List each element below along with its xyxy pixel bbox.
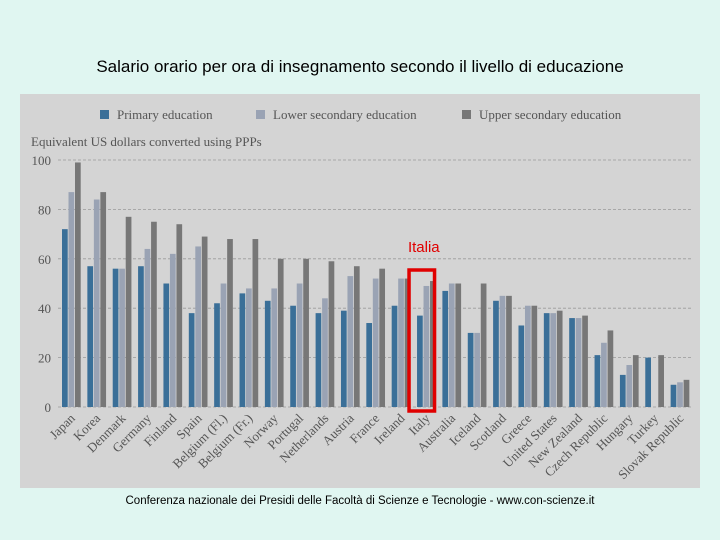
y-tick-label: 80	[38, 202, 51, 217]
bar	[195, 246, 201, 407]
bar	[607, 330, 614, 407]
bar	[398, 278, 404, 407]
bar	[467, 332, 474, 407]
bar-chart: Primary education Lower secondary educati…	[31, 107, 692, 482]
bar	[550, 313, 557, 407]
bar	[391, 305, 398, 407]
bar	[372, 278, 379, 407]
y-tick-label: 40	[38, 301, 51, 316]
bar	[93, 199, 100, 407]
y-tick-label: 20	[38, 351, 51, 366]
bars	[62, 162, 690, 407]
bar	[670, 384, 677, 407]
bar	[474, 332, 480, 407]
bar	[214, 303, 220, 407]
bar	[506, 295, 512, 407]
bar	[315, 313, 322, 407]
bar	[252, 239, 259, 407]
bar	[328, 261, 335, 407]
bar	[601, 342, 607, 407]
highlight-box	[407, 268, 437, 413]
bar	[220, 283, 227, 407]
y-tick-label: 100	[32, 153, 52, 168]
bar	[658, 355, 664, 407]
legend-swatch	[256, 110, 265, 119]
bar	[163, 283, 170, 407]
bar	[151, 221, 157, 407]
bar	[556, 310, 563, 407]
bar	[201, 236, 208, 407]
bar	[683, 379, 690, 407]
bar	[531, 305, 538, 407]
bar	[322, 298, 328, 407]
bar	[62, 229, 68, 407]
chart-panel: Primary education Lower secondary educati…	[20, 94, 700, 488]
bar	[227, 239, 233, 407]
bar	[264, 300, 271, 407]
bar	[619, 374, 626, 407]
bar	[645, 357, 651, 407]
chart-legend: Primary education Lower secondary educati…	[100, 107, 622, 122]
bar	[277, 258, 284, 407]
bar	[303, 258, 309, 407]
bar	[626, 365, 633, 407]
bar	[423, 285, 430, 407]
legend-label: Lower secondary education	[273, 107, 417, 122]
legend-swatch	[462, 110, 471, 119]
bar	[119, 268, 125, 407]
bar	[75, 162, 81, 407]
bar	[582, 315, 588, 407]
bar	[353, 266, 360, 407]
bar	[290, 305, 296, 407]
bar	[524, 305, 531, 407]
bar	[296, 283, 303, 407]
y-axis-label: Equivalent US dollars converted using PP…	[31, 134, 262, 149]
bar	[379, 268, 386, 407]
bar	[246, 288, 252, 407]
bar	[347, 276, 354, 407]
bar	[493, 300, 499, 407]
bar	[68, 192, 75, 407]
bar	[455, 283, 462, 407]
bar	[448, 283, 455, 407]
legend-label: Primary education	[117, 107, 213, 122]
bar	[518, 325, 525, 407]
bar	[169, 253, 176, 407]
bar	[569, 318, 575, 407]
legend-label: Upper secondary education	[479, 107, 622, 122]
y-tick-label: 60	[38, 252, 51, 267]
bar	[366, 323, 373, 407]
bar	[499, 295, 506, 407]
bar	[144, 248, 151, 407]
bar	[239, 293, 246, 407]
bar	[125, 216, 132, 407]
bar	[176, 224, 183, 407]
bar	[112, 268, 119, 407]
bar	[271, 288, 278, 407]
bar	[417, 315, 423, 407]
y-axis-ticks: 0 20 40 60 80 100	[32, 153, 52, 415]
bar	[340, 310, 347, 407]
bar	[87, 266, 94, 407]
bar	[188, 313, 195, 407]
bar	[100, 192, 107, 407]
y-tick-label: 0	[45, 400, 52, 415]
annotation-label: Italia	[408, 239, 440, 256]
bar	[677, 382, 683, 407]
footer-text: Conferenza nazionale dei Presidi delle F…	[125, 495, 595, 507]
x-axis-ticks: JapanKoreaDenmarkGermanyFinlandSpainBelg…	[46, 410, 686, 482]
bar	[442, 290, 449, 407]
bar	[480, 283, 487, 407]
bar	[632, 355, 639, 407]
bar	[543, 313, 550, 407]
bar	[594, 355, 601, 407]
italy-annotation: Italia	[407, 239, 440, 413]
legend-swatch	[100, 110, 109, 119]
bar	[138, 266, 144, 407]
slide-title: Salario orario per ora di insegnamento s…	[96, 57, 624, 76]
bar	[575, 318, 582, 407]
